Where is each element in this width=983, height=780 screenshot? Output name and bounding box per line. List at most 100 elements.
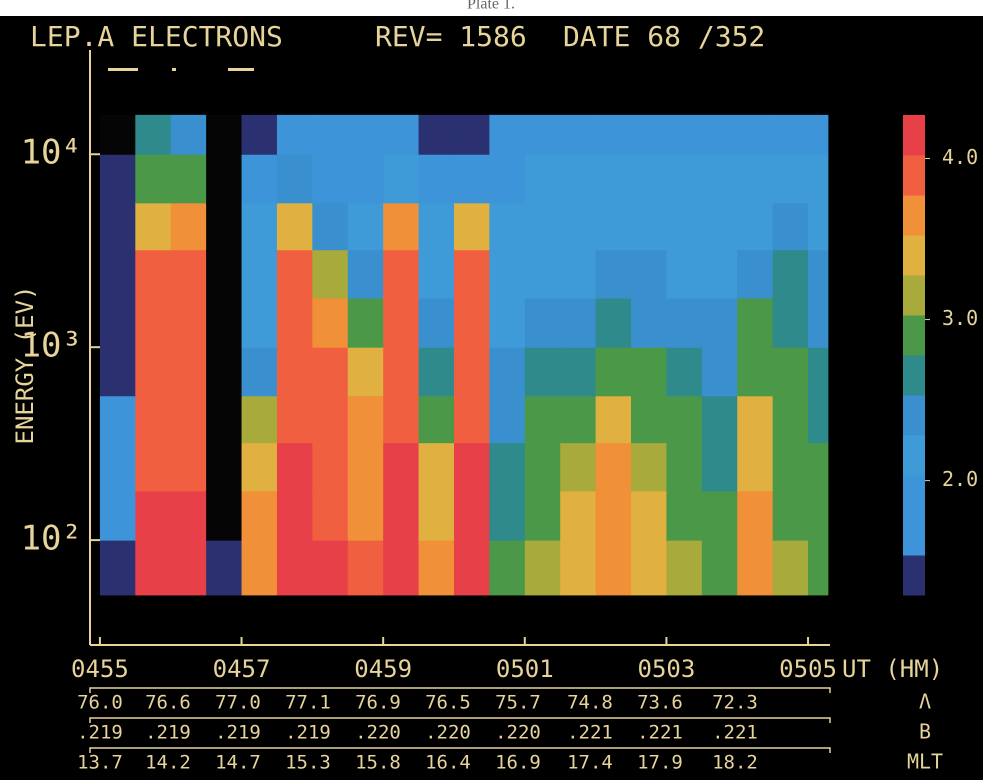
heatmap-cell: [808, 298, 828, 348]
table-cell: 13.7: [77, 752, 123, 774]
heatmap-cell: [454, 443, 490, 492]
heatmap-cell: [242, 443, 278, 492]
table-cell: 17.4: [567, 752, 613, 774]
chart-title: LEP.A ELECTRONS: [30, 20, 283, 53]
heatmap-cell: [596, 540, 632, 595]
heatmap-cell: [666, 443, 702, 492]
heatmap-cell: [419, 396, 455, 443]
colorbar-swatch: [903, 195, 925, 236]
heatmap-cell: [773, 491, 809, 541]
table-cell: .219: [145, 722, 191, 744]
heatmap-cell: [277, 443, 313, 492]
heatmap-cell: [808, 115, 828, 155]
heatmap-cell: [206, 115, 242, 155]
heatmap-cell: [702, 540, 738, 595]
heatmap-cell: [737, 115, 773, 155]
heatmap-cell: [666, 115, 702, 155]
heatmap-cell: [171, 443, 207, 492]
x-axis-label: UT (HM): [842, 655, 943, 683]
heatmap-cell: [737, 540, 773, 595]
heatmap-cell: [596, 203, 632, 250]
heatmap-cell: [312, 154, 348, 203]
heatmap-cell: [596, 298, 632, 348]
heatmap-cell: [808, 540, 828, 595]
heatmap-cell: [560, 203, 596, 250]
heatmap-cell: [100, 203, 136, 250]
dot: [228, 68, 254, 71]
heatmap-cell: [702, 347, 738, 396]
heatmap-cell: [100, 298, 136, 348]
table-cell: .221: [567, 722, 613, 744]
heatmap-cell: [702, 203, 738, 250]
heatmap-cell: [525, 347, 561, 396]
heatmap-cell: [808, 347, 828, 396]
y-tick-label: 10³: [21, 326, 82, 366]
heatmap-cell: [702, 154, 738, 203]
heatmap-cell: [489, 491, 525, 541]
x-tick-label: 0455: [71, 655, 129, 683]
heatmap-cell: [171, 347, 207, 396]
heatmap-cell: [348, 347, 384, 396]
heatmap-cell: [666, 203, 702, 250]
heatmap-cell: [171, 203, 207, 250]
heatmap-cell: [631, 443, 667, 492]
table-cell: .221: [712, 722, 758, 744]
x-tick-label: 0503: [638, 655, 696, 683]
heatmap-cell: [100, 250, 136, 299]
heatmap-cell: [312, 396, 348, 443]
heatmap-cell: [242, 250, 278, 299]
heatmap-cell: [419, 540, 455, 595]
heatmap-cell: [596, 154, 632, 203]
table-cell: 74.8: [567, 692, 613, 714]
y-tick-label: 10⁴: [21, 133, 82, 173]
heatmap-cell: [737, 491, 773, 541]
heatmap-cell: [631, 154, 667, 203]
heatmap-cell: [348, 298, 384, 348]
heatmap-cell: [666, 298, 702, 348]
heatmap-cell: [560, 115, 596, 155]
heatmap-cell: [631, 491, 667, 541]
heatmap-cell: [560, 250, 596, 299]
heatmap-cell: [348, 115, 384, 155]
dot: [108, 68, 138, 71]
heatmap-cell: [348, 443, 384, 492]
heatmap-cell: [348, 491, 384, 541]
heatmap-cell: [525, 540, 561, 595]
heatmap-cell: [525, 203, 561, 250]
heatmap-cell: [525, 154, 561, 203]
heatmap-cell: [419, 115, 455, 155]
heatmap-cell: [135, 203, 171, 250]
colorbar-tick-label: 4.0: [942, 145, 978, 169]
table-cell: 17.9: [637, 752, 683, 774]
colorbar-swatch: [903, 315, 925, 356]
heatmap-cell: [277, 298, 313, 348]
heatmap-cell: [100, 491, 136, 541]
heatmap-cell: [666, 250, 702, 299]
heatmap-cell: [737, 396, 773, 443]
heatmap-cell: [560, 154, 596, 203]
heatmap-cell: [596, 396, 632, 443]
table-cell: 15.3: [285, 752, 331, 774]
colorbar-tick-label: 3.0: [942, 306, 978, 330]
heatmap-cell: [242, 491, 278, 541]
heatmap-cell: [277, 154, 313, 203]
heatmap-cell: [773, 443, 809, 492]
heatmap-cell: [631, 203, 667, 250]
heatmap-cell: [135, 250, 171, 299]
heatmap-cell: [312, 203, 348, 250]
heatmap-cell: [666, 396, 702, 443]
heatmap-cell: [171, 115, 207, 155]
heatmap-cell: [277, 491, 313, 541]
heatmap-cell: [277, 396, 313, 443]
heatmap-cell: [312, 347, 348, 396]
heatmap-cell: [383, 154, 419, 203]
table-cell: 18.2: [712, 752, 758, 774]
table-cell: .219: [215, 722, 261, 744]
colorbar-tick-label: 2.0: [942, 467, 978, 491]
heatmap-cell: [100, 115, 136, 155]
heatmap-cell: [135, 347, 171, 396]
heatmap-cell: [383, 115, 419, 155]
colorbar-swatch: [903, 395, 925, 436]
heatmap-cell: [560, 396, 596, 443]
table-cell: 73.6: [637, 692, 683, 714]
